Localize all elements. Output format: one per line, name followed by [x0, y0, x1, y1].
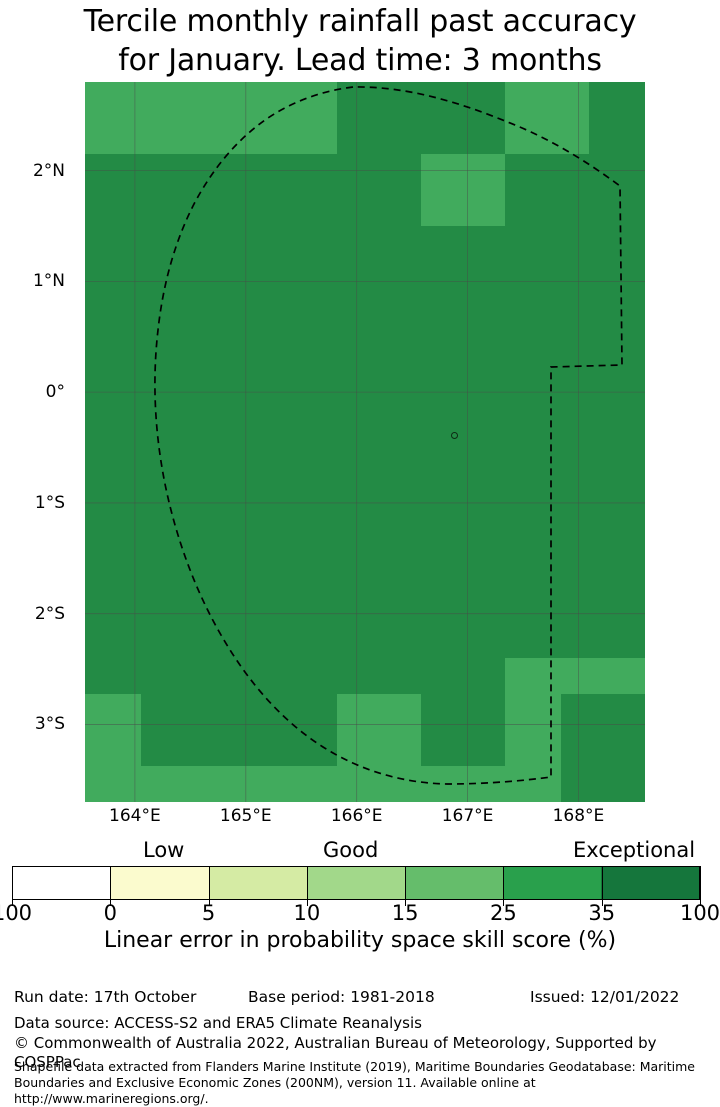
- map-plot-area: [85, 82, 645, 802]
- colorbar-tick-mark: [503, 866, 505, 906]
- colorbar-tick-label: 25: [490, 901, 517, 925]
- colorbar-category-label: Good: [323, 838, 379, 862]
- colorbar-category-label: Exceptional: [573, 838, 696, 862]
- colorbar-tick-label: 5: [201, 901, 216, 925]
- x-axis-tick-label: 168°E: [552, 806, 605, 826]
- colorbar-tick-label: 10: [293, 901, 321, 925]
- heatmap-cell: [561, 730, 645, 767]
- heatmap-cell: [85, 334, 645, 371]
- eez-boundary: [154, 86, 623, 785]
- x-axis-tick-label: 167°E: [441, 806, 494, 826]
- colorbar-tick-mark: [110, 866, 112, 906]
- colorbar-category-label: Low: [143, 838, 185, 862]
- heatmap-cell: [85, 154, 422, 191]
- y-axis-tick-label: 2°S: [34, 603, 65, 624]
- footer-data-source: Data source: ACCESS-S2 and ERA5 Climate …: [14, 1014, 422, 1032]
- map-gridlines: [85, 82, 645, 802]
- colorbar-tick-label: 0: [103, 901, 117, 925]
- colorbar-segment: [405, 867, 503, 899]
- heatmap-cell: [589, 118, 645, 155]
- colorbar-tick-mark: [700, 866, 701, 906]
- colorbar-segment: [209, 867, 307, 899]
- y-axis-tick-label: 1°S: [34, 492, 65, 513]
- heatmap-cell: [505, 154, 645, 191]
- colorbar-tick-label: 35: [588, 901, 616, 925]
- heatmap-cell: [589, 82, 645, 119]
- footer-shapefile-line-1: Shapefile data extracted from Flanders M…: [14, 1059, 695, 1074]
- heatmap-cell: [85, 226, 645, 263]
- colorbar-segment: [601, 867, 699, 899]
- colorbar-tick-mark: [601, 866, 603, 906]
- heatmap-cell: [85, 190, 422, 227]
- y-axis-tick-label: 2°N: [32, 160, 65, 181]
- x-axis-tick-label: 164°E: [109, 806, 161, 826]
- colorbar-segment: [307, 867, 405, 899]
- colorbar-tick-mark: [208, 866, 210, 906]
- footer-base-period: Base period: 1981-2018: [248, 988, 435, 1006]
- heatmap-cell: [505, 190, 645, 227]
- station-marker: [451, 432, 458, 439]
- colorbar-tick-label: 100: [679, 901, 720, 925]
- heatmap-cell: [421, 730, 506, 767]
- y-axis-tick-label: 1°N: [32, 271, 65, 292]
- heatmap-cell: [85, 262, 645, 299]
- colorbar-tick-mark: [405, 866, 407, 906]
- colorbar-segment: [111, 867, 209, 899]
- footer-issued: Issued: 12/01/2022: [530, 988, 680, 1006]
- colorbar-tick-mark: [12, 866, 13, 906]
- heatmap-cell: [561, 766, 645, 802]
- footer-run-date: Run date: 17th October: [14, 988, 197, 1006]
- heatmap-cell: [85, 118, 338, 155]
- heatmap-cell: [505, 658, 645, 695]
- heatmap-cell: [421, 154, 506, 191]
- heatmap-cell: [505, 118, 590, 155]
- heatmap-cell: [505, 82, 590, 119]
- x-axis-tick-label: 166°E: [330, 806, 383, 826]
- y-axis-tick-label: 0°: [45, 382, 65, 403]
- colorbar-tick-label: 15: [391, 901, 419, 925]
- colorbar-tick-label: 100: [0, 901, 33, 925]
- colorbar-axis-label: Linear error in probability space skill …: [103, 928, 617, 953]
- page-title: Tercile monthly rainfall past accuracy f…: [83, 4, 637, 78]
- heatmap-cell: [337, 118, 506, 155]
- heatmap-cell: [337, 82, 506, 119]
- footer-copyright: © Commonwealth of Australia 2022, Austra…: [14, 1034, 657, 1071]
- heatmap-cell: [85, 658, 506, 695]
- heatmap-cell: [85, 298, 645, 335]
- y-axis-tick-label: 3°S: [34, 714, 65, 735]
- colorbar-segment: [503, 867, 601, 899]
- colorbar[interactable]: [12, 866, 700, 900]
- colorbar-tick-mark: [306, 866, 308, 906]
- heatmap-cell: [421, 190, 506, 227]
- heatmap-cell: [337, 730, 422, 767]
- heatmap-cell: [141, 730, 338, 767]
- footer-shapefile-line-2: Boundaries and Exclusive Economic Zones …: [14, 1075, 536, 1106]
- x-axis-tick-label: 165°E: [219, 806, 272, 826]
- heatmap-cell: [505, 730, 562, 767]
- colorbar-segment: [13, 867, 111, 899]
- heatmap-cell: [85, 82, 338, 119]
- heatmap-cell: [85, 730, 142, 767]
